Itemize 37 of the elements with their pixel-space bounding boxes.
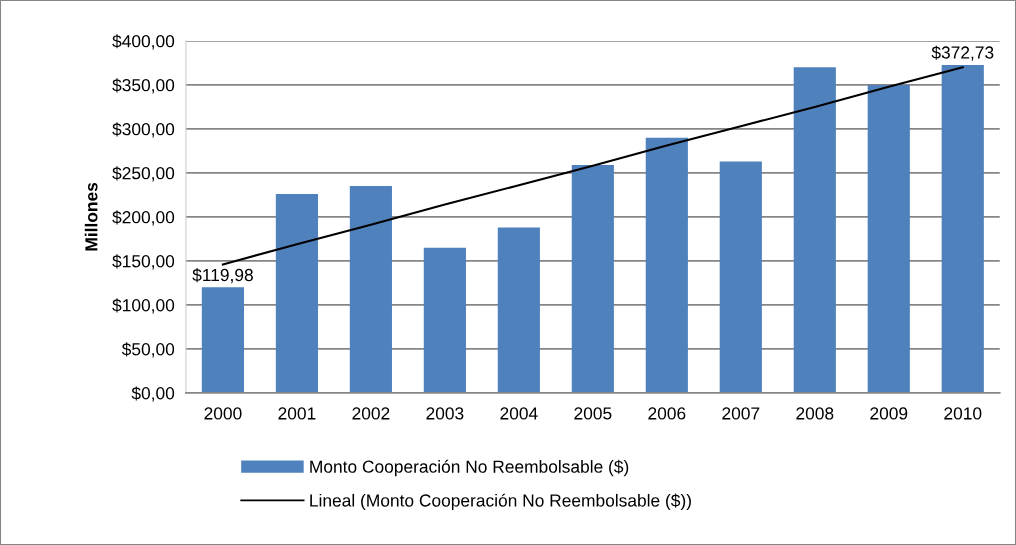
- bar: [719, 161, 762, 393]
- y-tick-label: $50,00: [121, 342, 175, 358]
- x-tick-label: 2005: [574, 407, 612, 420]
- bar: [867, 84, 910, 393]
- x-tick-label: 2007: [722, 407, 760, 420]
- legend-label: Lineal (Monto Cooperación No Reembolsable ($)): [310, 493, 691, 511]
- y-tick-label: $350,00: [112, 78, 175, 94]
- y-tick-label: $150,00: [112, 254, 175, 270]
- x-tick-label: 2006: [648, 407, 686, 420]
- data-label: $119,98: [192, 268, 253, 284]
- y-tick-label: $0,00: [131, 386, 175, 402]
- bar: [645, 137, 688, 393]
- bar: [793, 67, 836, 393]
- x-tick-label: 2009: [870, 407, 908, 420]
- x-tick-label: 2010: [944, 407, 982, 420]
- bar: [497, 227, 540, 393]
- x-tick-label: 2003: [426, 407, 464, 420]
- x-tick-label: 2002: [352, 407, 390, 420]
- bar: [349, 186, 392, 393]
- bar: [423, 247, 466, 393]
- data-label: $372,73: [931, 45, 994, 61]
- y-axis-title: Millones: [84, 182, 98, 251]
- line-series: [221, 66, 964, 266]
- legend-label: Monto Cooperación No Reembolsable ($): [310, 459, 629, 477]
- x-tick-label: 2000: [204, 407, 242, 420]
- y-tick-label: $200,00: [112, 210, 175, 226]
- bar: [201, 287, 244, 393]
- y-tick-label: $250,00: [112, 166, 175, 182]
- y-tick-label: $100,00: [112, 298, 175, 314]
- x-tick-label: 2004: [500, 407, 538, 420]
- bar: [941, 64, 984, 393]
- bar: [571, 164, 614, 393]
- x-tick-label: 2008: [796, 407, 834, 420]
- bar: [275, 194, 318, 393]
- x-tick-label: 2001: [278, 407, 316, 420]
- y-tick-label: $300,00: [112, 122, 175, 138]
- y-tick-label: $400,00: [112, 34, 175, 50]
